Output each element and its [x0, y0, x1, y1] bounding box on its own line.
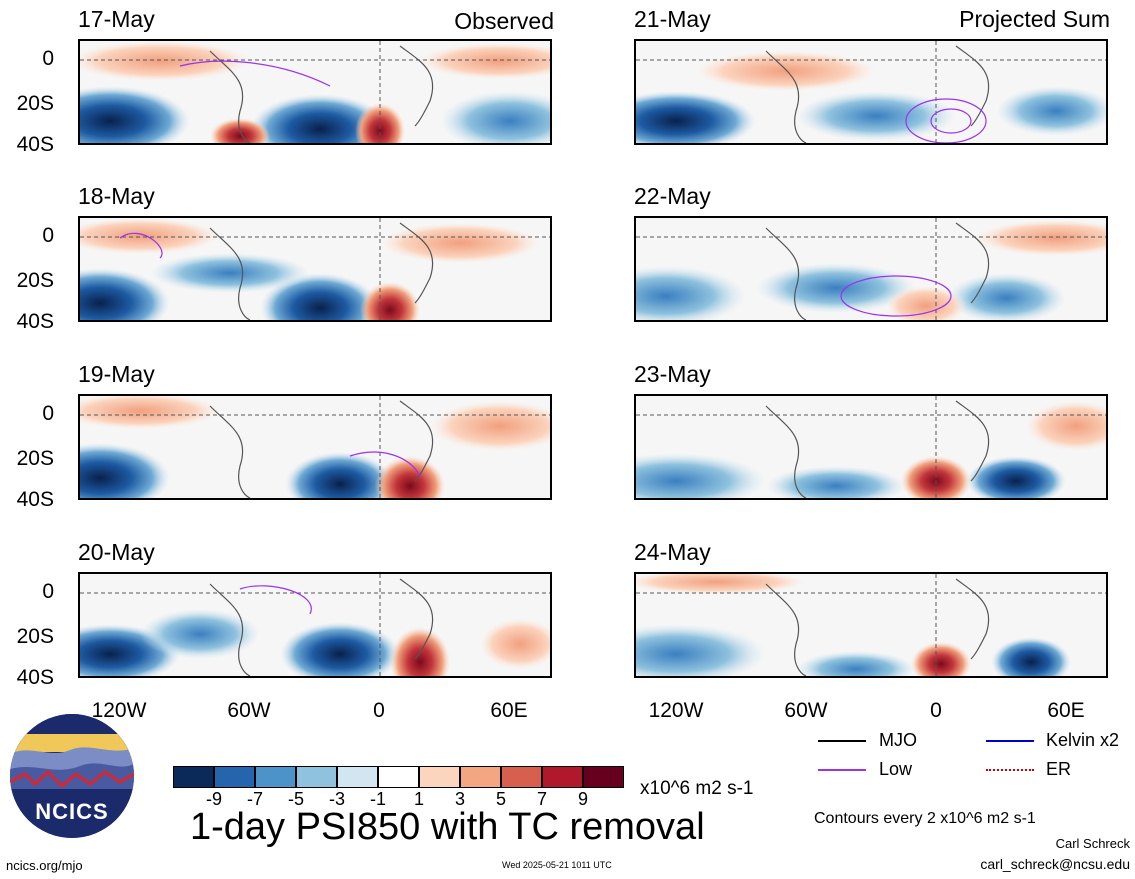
map-panel-17-may	[78, 39, 552, 145]
colorbar-tick: 3	[454, 789, 465, 809]
colorbar-tick: -3	[328, 789, 345, 809]
lat-label-20s: 20S	[16, 625, 54, 648]
panel-date-22-may: 22-May	[634, 183, 711, 209]
logo-graphic	[10, 714, 134, 838]
colorbar-tick: -7	[246, 789, 263, 809]
projected-label: Projected Sum	[959, 6, 1110, 32]
lat-label-40s: 40S	[16, 133, 54, 156]
legend-label-mjo: MJO	[879, 730, 917, 750]
colorbar-swatch	[173, 766, 214, 788]
observed-label: Observed	[454, 8, 554, 34]
legend-line-low	[818, 769, 866, 771]
lon-label-120w: 120W	[91, 699, 147, 722]
lon-label-60e: 60E	[1047, 699, 1085, 722]
map-panel-18-may	[78, 216, 552, 322]
legend-label-er: ER	[1046, 759, 1072, 779]
colorbar-tick: 1	[413, 789, 424, 809]
panel-date-21-may: 21-May	[634, 6, 711, 32]
panel-date-20-may: 20-May	[78, 539, 155, 565]
colorbar-tick: -5	[287, 789, 304, 809]
contour-note: Contours every 2 x10^6 m2 s-1	[814, 810, 1036, 827]
colorbar-swatch	[296, 766, 337, 788]
colorbar-swatch	[542, 766, 583, 788]
map-panel-20-may	[78, 572, 552, 678]
panel-date-18-may: 18-May	[78, 183, 155, 209]
colorbar-swatch	[214, 766, 255, 788]
chart-title: 1-day PSI850 with TC removal	[190, 806, 705, 848]
site-link[interactable]: ncics.org/mjo	[6, 858, 83, 873]
colorbar-tick: 9	[577, 789, 588, 809]
colorbar-tick: 5	[495, 789, 506, 809]
map-panel-24-may	[634, 572, 1108, 678]
colorbar-swatch	[501, 766, 542, 788]
colorbar-tick: -1	[369, 789, 386, 809]
lat-label-0: 0	[42, 402, 54, 425]
colorbar-swatch	[419, 766, 460, 788]
colorbar-swatch	[378, 766, 419, 788]
colorbar-swatch	[255, 766, 296, 788]
panel-date-24-may: 24-May	[634, 539, 711, 565]
colorbar-swatch	[583, 766, 624, 788]
colorbar-swatch	[460, 766, 501, 788]
timestamp: Wed 2025-05-21 1011 UTC	[502, 860, 612, 870]
colorbar-tick: -9	[205, 789, 222, 809]
colorbar-units: x10^6 m2 s-1	[640, 778, 754, 799]
lon-label-0: 0	[373, 699, 385, 722]
legend-line-er	[986, 769, 1034, 771]
lon-label-60e: 60E	[490, 699, 528, 722]
colorbar-tick: 7	[536, 789, 547, 809]
legend-label-kelvin: Kelvin x2	[1046, 730, 1120, 750]
lat-label-40s: 40S	[16, 310, 54, 333]
panel-date-19-may: 19-May	[78, 361, 155, 387]
panel-date-17-may: 17-May	[78, 6, 155, 32]
lon-label-60w: 60W	[784, 699, 828, 722]
logo-text: NCICS	[35, 799, 109, 824]
legend-label-low: Low	[879, 759, 913, 779]
lon-label-120w: 120W	[648, 699, 704, 722]
lat-label-20s: 20S	[16, 269, 54, 292]
legend-line-kelvin	[986, 740, 1034, 742]
map-panel-22-may	[634, 216, 1108, 322]
ncics-logo: NCICS	[10, 714, 134, 838]
lat-label-0: 0	[42, 580, 54, 603]
lat-label-20s: 20S	[16, 447, 54, 470]
lon-label-0: 0	[930, 699, 942, 722]
panel-date-23-may: 23-May	[634, 361, 711, 387]
legend-line-mjo	[818, 740, 866, 742]
lat-label-0: 0	[42, 47, 54, 70]
map-panel-23-may	[634, 394, 1108, 500]
lat-label-0: 0	[42, 224, 54, 247]
lat-label-40s: 40S	[16, 488, 54, 511]
lat-label-20s: 20S	[16, 92, 54, 115]
map-panel-19-may	[78, 394, 552, 500]
lon-label-60w: 60W	[227, 699, 271, 722]
lat-label-40s: 40S	[16, 666, 54, 689]
author-name: Carl Schreck	[1055, 836, 1130, 851]
colorbar-swatch	[337, 766, 378, 788]
map-panel-21-may	[634, 39, 1108, 145]
author-email[interactable]: carl_schreck@ncsu.edu	[980, 856, 1130, 872]
